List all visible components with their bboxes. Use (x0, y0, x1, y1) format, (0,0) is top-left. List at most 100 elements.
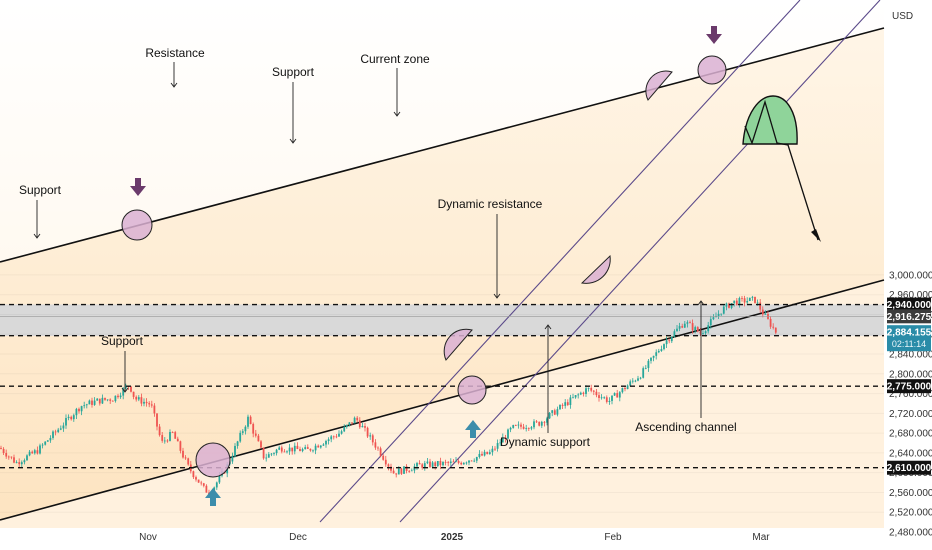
candle (158, 424, 161, 437)
candle (722, 304, 725, 315)
candle (13, 454, 15, 464)
candle-body (67, 416, 70, 419)
candle (590, 384, 593, 393)
candle (353, 416, 356, 424)
candle-body (335, 436, 338, 438)
candle-body (46, 440, 49, 442)
candle-body (309, 448, 312, 451)
candle (712, 314, 715, 321)
candle (291, 447, 294, 455)
candle (197, 479, 200, 483)
candle (176, 436, 179, 442)
candle-body (709, 319, 712, 326)
pink-marker-circle (195, 442, 231, 478)
candle (689, 320, 691, 324)
candle (746, 297, 749, 305)
candle-body (704, 331, 707, 334)
candle-body (504, 437, 507, 439)
candle (18, 458, 21, 468)
candle-body (754, 296, 756, 303)
candle (304, 444, 307, 450)
candle (59, 425, 62, 431)
candle-body (478, 453, 481, 458)
candle (273, 452, 275, 456)
candle (691, 319, 694, 334)
candle-body (759, 302, 762, 310)
candle-body (286, 451, 288, 453)
currency-label: USD (892, 11, 913, 22)
candle-body (481, 453, 483, 456)
candle (738, 296, 741, 308)
candle (720, 313, 723, 317)
x-tick-label: 2025 (441, 532, 464, 543)
candle-body (626, 385, 629, 390)
candle (145, 398, 148, 407)
candle (2, 447, 5, 456)
candle-body (652, 355, 655, 358)
candle-body (655, 352, 658, 356)
candle (631, 378, 634, 384)
candle-body (683, 323, 686, 328)
candle-body (644, 367, 647, 369)
candle (548, 412, 551, 419)
candle-body (465, 462, 468, 464)
candle-body (122, 388, 125, 396)
candle (681, 323, 684, 329)
candle (166, 439, 169, 443)
arrow-head (130, 186, 146, 196)
candle-body (2, 448, 5, 454)
annotation-pointer-head (697, 300, 705, 306)
candle (335, 434, 338, 439)
candle (241, 429, 244, 436)
candle (96, 398, 99, 401)
candle-body (613, 393, 616, 396)
candle (187, 457, 190, 466)
candle (286, 450, 288, 454)
candle (78, 407, 80, 414)
candle (23, 458, 26, 465)
candle-body (543, 421, 546, 423)
candle-body (548, 412, 551, 419)
candle-body (31, 451, 34, 454)
price-axis-background (886, 0, 932, 550)
candle-body (119, 395, 122, 398)
candle-body (78, 408, 80, 412)
candle-body (452, 461, 455, 463)
candle (488, 449, 491, 455)
candle (215, 481, 218, 490)
candle-body (234, 445, 236, 457)
candle-body (338, 433, 340, 437)
candle (338, 430, 340, 437)
candle (639, 376, 642, 380)
candle (244, 425, 247, 435)
candle-body (429, 461, 431, 467)
candle-body (707, 325, 710, 332)
candle (603, 396, 606, 400)
candle-body (512, 425, 515, 428)
candle-body (403, 466, 405, 474)
candle-body (353, 417, 356, 424)
candle-body (182, 450, 184, 458)
candle-body (772, 326, 775, 328)
candle-body (756, 302, 759, 304)
candle-body (273, 453, 275, 454)
candle-body (668, 340, 671, 342)
candle-body (104, 397, 106, 400)
candle-body (457, 460, 460, 463)
candle-body (699, 331, 702, 334)
candle (566, 399, 569, 407)
candle-body (166, 440, 169, 442)
y-tick-label: 2,640.000 (889, 448, 932, 459)
candle (754, 296, 756, 304)
candle (283, 449, 286, 453)
candle (202, 482, 205, 488)
candle (265, 453, 268, 462)
candle (444, 459, 447, 466)
candle-body (291, 447, 294, 452)
candle (314, 443, 317, 455)
candle-body (150, 404, 153, 406)
candle-body (551, 410, 554, 413)
x-tick-label: Feb (604, 532, 622, 543)
candle (470, 460, 473, 462)
